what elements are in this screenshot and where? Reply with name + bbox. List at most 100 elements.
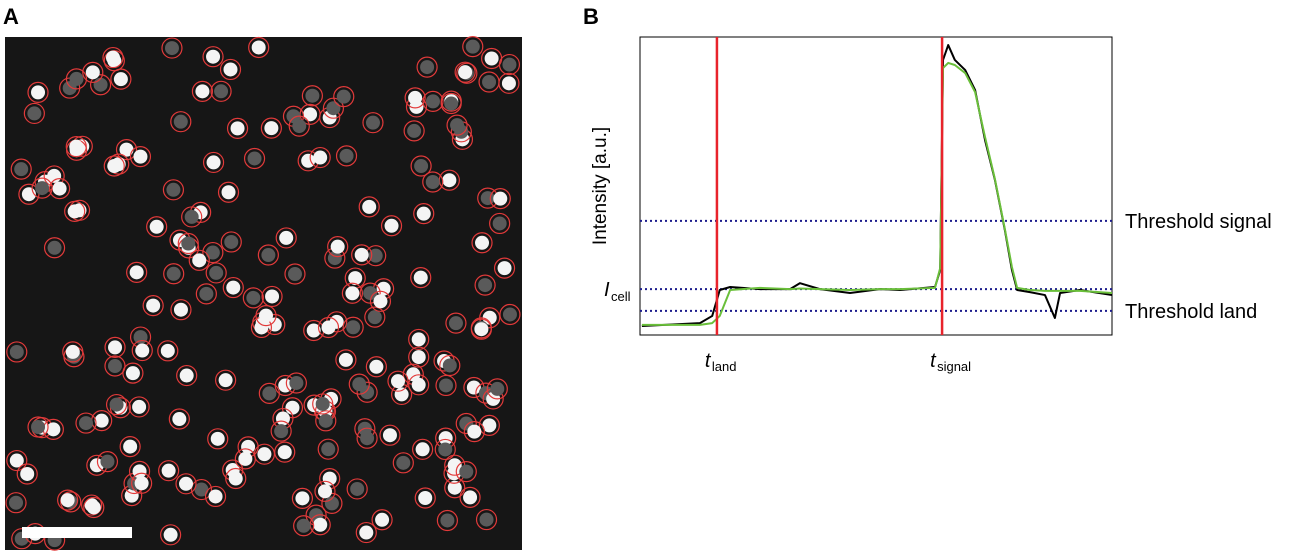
cell [459,464,474,479]
cell-outline [219,58,242,81]
cell [279,230,294,245]
cell [160,343,175,358]
cell [107,359,122,374]
cell [287,267,302,282]
event-label: t [705,350,712,372]
cell-outline [499,303,521,326]
cell [482,75,497,90]
cell-outline [43,237,66,259]
cell-outline [205,262,227,284]
cell [447,458,462,473]
cell [322,471,337,486]
cell-outline [255,305,277,327]
scale-bar [22,527,132,538]
cell-outline [413,203,435,225]
cell-outline [103,155,125,177]
cell [415,442,430,457]
cell [274,424,289,439]
cell [31,420,46,435]
cell-outline [115,139,138,161]
cell [444,96,459,111]
cell [47,168,62,183]
cell [35,181,50,196]
cell [173,302,188,317]
cell-outline [65,136,87,158]
cell [303,107,318,122]
cell [238,451,253,466]
cell-outline [321,492,343,514]
cell [502,307,517,322]
cell [133,149,148,164]
cell [363,286,378,301]
cell-outline [416,56,438,78]
cell [247,151,262,166]
cell [105,50,120,65]
cell-outline [176,364,198,387]
cell-outline [410,155,432,177]
cell-outline [342,316,364,338]
cell-outline [210,80,232,102]
cell [259,308,274,323]
cell-outline [126,261,148,283]
cell [478,278,493,293]
cell [442,173,457,188]
cell [199,286,214,301]
cell-outline [364,306,386,328]
cell [208,489,223,504]
cell [184,209,199,224]
cell-outline [422,90,444,112]
cell [261,248,276,263]
cell-outline [89,74,112,96]
cell-outline [333,86,355,108]
cell [306,323,321,338]
cell [497,261,512,276]
cell [369,359,384,374]
cell-outline [10,158,32,180]
cell-outline [163,263,185,285]
cell-outline [489,188,511,210]
cell [289,375,304,390]
cell [390,374,405,389]
cell [350,481,365,496]
cell [69,71,84,86]
cell [466,380,481,395]
cell [326,101,341,116]
cell [339,148,354,163]
cell-outline [293,515,315,537]
event-subscript: signal [937,359,971,374]
cell-outline [75,412,97,434]
cell-outline [220,231,242,253]
cell [78,416,93,431]
cell [411,332,426,347]
cell-outline [181,206,203,228]
cell [420,60,435,75]
cell [181,236,196,251]
cell [330,239,345,254]
cell [254,320,269,335]
cell-outline [122,362,144,384]
cell [321,320,336,335]
cell [206,155,221,170]
cell [135,343,150,358]
cell-outline [190,478,213,501]
cell-outline [387,370,409,392]
cell-outline [146,216,168,238]
cell [438,442,453,457]
cell [384,218,399,233]
cell [161,463,176,478]
cell [166,182,181,197]
cell-outline [60,491,82,513]
cell-outline [358,196,380,218]
cell-outline [6,449,28,472]
cell-outline [348,373,370,395]
cell-outline [260,117,282,139]
cell [492,216,507,231]
cell [317,484,332,499]
cell-outline [486,378,508,400]
cell-outline [81,494,103,516]
cell-outline [435,374,457,397]
cell [354,247,369,262]
cell-outline [202,151,225,174]
cell-outline [412,438,434,460]
